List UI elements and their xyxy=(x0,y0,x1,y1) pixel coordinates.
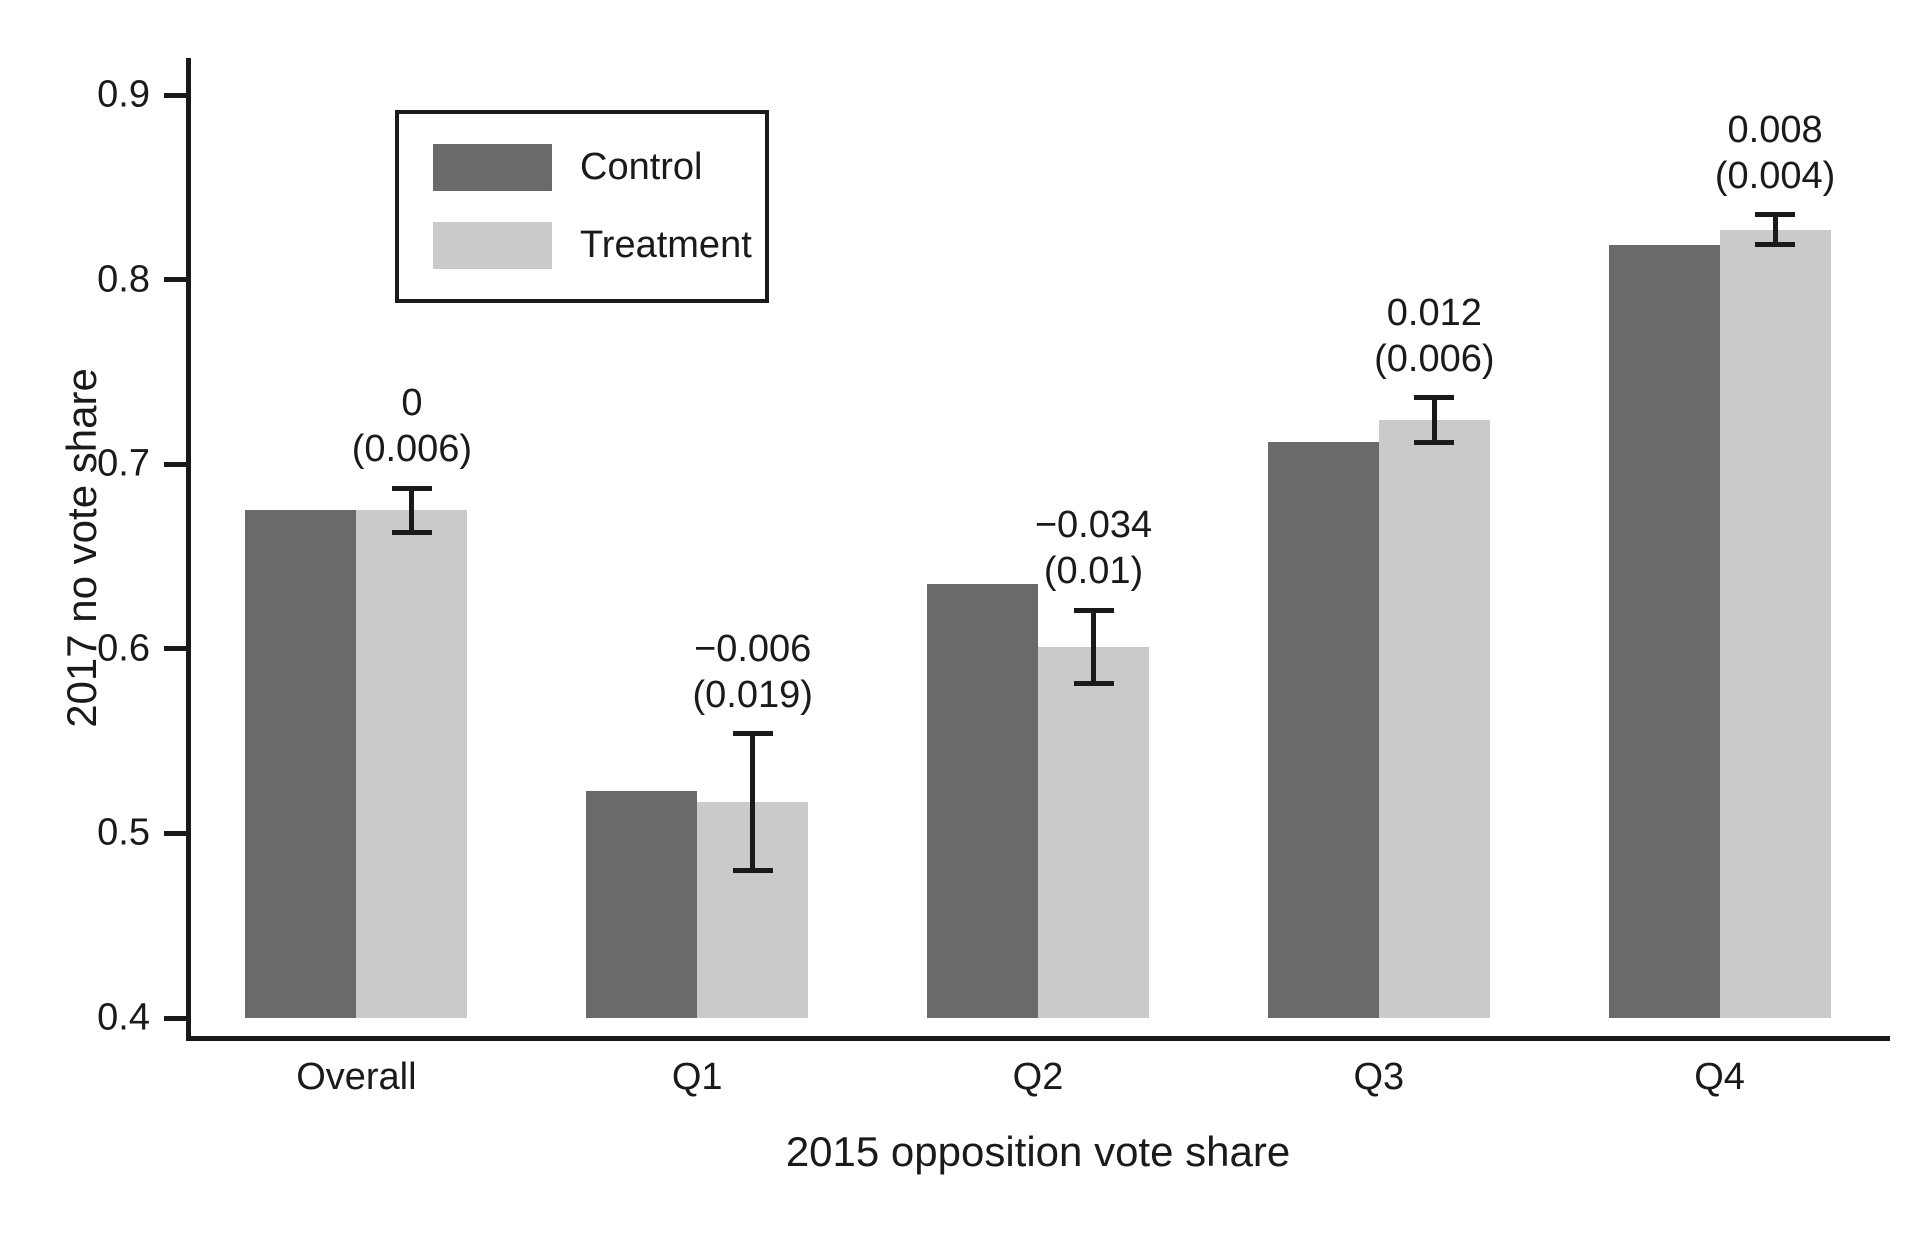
control-bar xyxy=(1608,244,1720,1018)
x-tick-label: Q3 xyxy=(1353,1056,1405,1098)
x-tick-label: Q2 xyxy=(1012,1056,1064,1098)
x-tick-label: Overall xyxy=(296,1056,417,1098)
diff-value: 0.008 xyxy=(1727,108,1823,151)
diff-se: (0.004) xyxy=(1714,154,1836,197)
error-bar xyxy=(1431,397,1437,443)
y-tick xyxy=(164,646,186,652)
diff-se: (0.01) xyxy=(1043,550,1144,593)
legend-row: Treatment xyxy=(433,221,765,269)
y-tick xyxy=(164,92,186,98)
y-tick-label: 0.9 xyxy=(97,73,150,116)
control-bar xyxy=(1267,442,1379,1018)
legend: Control Treatment xyxy=(395,110,769,303)
error-bar-cap xyxy=(1414,395,1455,401)
error-bar xyxy=(750,733,756,871)
y-tick xyxy=(164,461,186,467)
diff-se: (0.019) xyxy=(692,673,813,716)
error-bar-cap xyxy=(391,530,432,535)
diff-se: (0.006) xyxy=(351,428,473,471)
error-bar xyxy=(409,488,415,533)
y-tick-label: 0.4 xyxy=(97,996,150,1039)
error-bar-cap xyxy=(391,485,432,491)
y-tick xyxy=(164,830,186,836)
legend-swatch-treatment xyxy=(433,221,552,269)
x-axis-line xyxy=(186,1036,1890,1041)
y-axis-line xyxy=(186,58,191,1041)
y-tick-label: 0.5 xyxy=(97,811,150,854)
error-bar-cap xyxy=(1755,242,1796,248)
y-tick xyxy=(164,1015,186,1021)
error-bar-cap xyxy=(732,867,773,873)
diff-annotation: −0.034 (0.01) xyxy=(1035,502,1152,594)
y-tick-label: 0.8 xyxy=(97,258,150,301)
treatment-bar xyxy=(1038,646,1149,1018)
legend-label: Treatment xyxy=(580,223,752,266)
error-bar xyxy=(1772,214,1778,245)
y-tick-label: 0.6 xyxy=(97,627,150,670)
y-tick-label: 0.7 xyxy=(97,442,150,485)
error-bar-cap xyxy=(1073,607,1114,613)
x-tick-label: Q1 xyxy=(671,1056,723,1098)
y-tick xyxy=(164,277,186,283)
treatment-bar xyxy=(1378,419,1490,1018)
treatment-bar xyxy=(356,510,468,1018)
diff-value: −0.006 xyxy=(694,627,812,670)
legend-row: Control xyxy=(433,144,765,192)
control-bar xyxy=(927,584,1038,1018)
error-bar-cap xyxy=(1414,439,1455,445)
diff-annotation: −0.006 (0.019) xyxy=(692,626,812,718)
control-bar xyxy=(245,510,357,1018)
diff-value: 0.012 xyxy=(1386,291,1482,334)
treatment-bar xyxy=(1719,229,1831,1018)
error-bar xyxy=(1091,610,1096,684)
diff-annotation: 0.008 (0.004) xyxy=(1715,107,1835,199)
legend-swatch-control xyxy=(433,144,552,192)
diff-se: (0.006) xyxy=(1374,337,1495,380)
x-axis-title: 2015 opposition vote share xyxy=(785,1128,1291,1175)
diff-value: 0 xyxy=(401,382,423,425)
error-bar-cap xyxy=(732,731,773,737)
legend-label: Control xyxy=(580,146,703,189)
error-bar-cap xyxy=(1755,212,1796,218)
control-bar xyxy=(586,790,698,1018)
x-tick-label: Q4 xyxy=(1694,1056,1745,1098)
diff-annotation: 0 (0.006) xyxy=(352,380,472,472)
diff-value: −0.034 xyxy=(1034,504,1153,547)
error-bar-cap xyxy=(1073,681,1114,687)
diff-annotation: 0.012 (0.006) xyxy=(1374,290,1494,382)
